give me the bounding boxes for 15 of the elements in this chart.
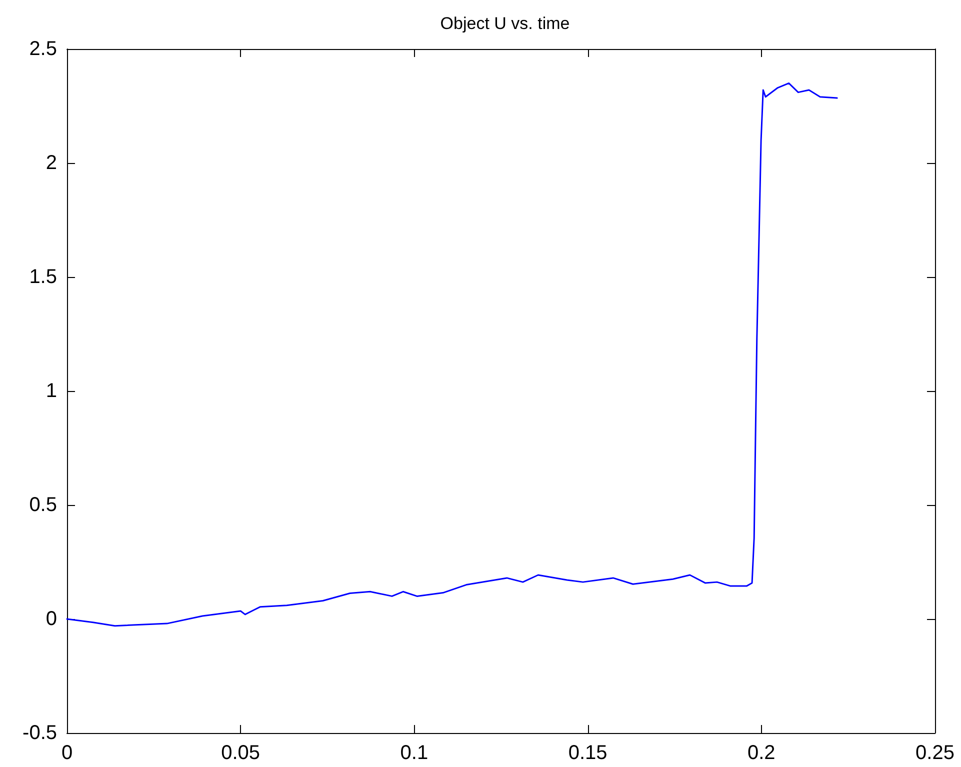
y-tick-label: 1 bbox=[46, 380, 57, 402]
y-tick-label: 0 bbox=[46, 608, 57, 630]
y-tick-label: 2 bbox=[46, 152, 57, 174]
y-tick-label: 2.5 bbox=[29, 38, 57, 60]
x-tick-label: 0.15 bbox=[568, 742, 608, 764]
line-series bbox=[66, 82, 838, 627]
x-tick-label: 0.1 bbox=[400, 742, 428, 764]
y-tick-label: 1.5 bbox=[29, 266, 57, 288]
y-tick-label: 0.5 bbox=[29, 494, 57, 516]
chart-title: Object U vs. time bbox=[440, 14, 570, 33]
x-tick-label: 0 bbox=[61, 742, 73, 764]
x-tick-label: 0.05 bbox=[221, 742, 260, 764]
y-tick-label: -0.5 bbox=[22, 722, 57, 744]
x-tick-label: 0.25 bbox=[916, 742, 954, 764]
x-tick-label: 0.2 bbox=[747, 742, 776, 764]
